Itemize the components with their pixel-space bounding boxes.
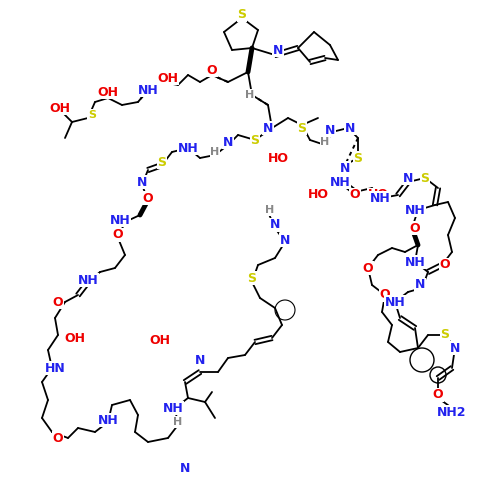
Text: NH: NH — [404, 204, 425, 216]
Text: NH: NH — [404, 256, 425, 268]
Text: NH: NH — [384, 296, 406, 308]
Text: N: N — [280, 234, 290, 246]
Text: S: S — [238, 8, 246, 22]
Text: HO: HO — [308, 188, 328, 202]
Text: O: O — [52, 432, 64, 444]
Text: NH: NH — [178, 142, 199, 154]
Text: NH: NH — [78, 274, 98, 286]
Text: OH: OH — [98, 86, 118, 98]
Text: HO: HO — [368, 188, 388, 202]
Text: OH: OH — [64, 332, 86, 344]
Text: S: S — [158, 156, 166, 168]
Text: S: S — [248, 272, 256, 284]
Text: O: O — [380, 288, 390, 302]
Text: NH: NH — [162, 402, 184, 414]
Text: N: N — [273, 44, 283, 57]
Text: NH2: NH2 — [437, 406, 467, 418]
Text: OH: OH — [150, 334, 171, 346]
Text: O: O — [440, 258, 450, 272]
Text: O: O — [410, 222, 420, 234]
Text: N: N — [180, 462, 190, 474]
Text: H: H — [320, 137, 330, 147]
Text: O: O — [362, 262, 374, 274]
Text: O: O — [112, 228, 124, 241]
Text: NH: NH — [138, 84, 158, 96]
Text: N: N — [325, 124, 335, 136]
Text: S: S — [250, 134, 260, 146]
Text: HO: HO — [268, 152, 288, 164]
Text: OH: OH — [50, 102, 70, 114]
Text: N: N — [340, 162, 350, 174]
Text: S: S — [88, 110, 96, 120]
Text: S: S — [298, 122, 306, 134]
Text: S: S — [354, 152, 362, 164]
Text: O: O — [350, 188, 360, 202]
Text: NH: NH — [370, 192, 390, 204]
Text: N: N — [223, 136, 233, 148]
Text: N: N — [415, 278, 425, 291]
Text: NH: NH — [330, 176, 350, 188]
Text: N: N — [137, 176, 147, 188]
Text: H: H — [174, 417, 182, 427]
Text: N: N — [403, 172, 413, 184]
Text: N: N — [270, 218, 280, 232]
Text: N: N — [345, 122, 355, 134]
Text: NH: NH — [98, 414, 118, 426]
Text: S: S — [440, 328, 450, 342]
Text: H: H — [210, 147, 220, 157]
Text: O: O — [206, 64, 218, 76]
Text: HN: HN — [44, 362, 66, 374]
Text: H: H — [246, 90, 254, 100]
Text: N: N — [263, 122, 273, 134]
Text: O: O — [142, 192, 154, 204]
Text: H: H — [266, 205, 274, 215]
Text: N: N — [195, 354, 205, 366]
Text: N: N — [450, 342, 460, 354]
Text: OH: OH — [158, 72, 178, 85]
Text: O: O — [432, 388, 444, 402]
Text: O: O — [52, 296, 64, 308]
Text: NH: NH — [110, 214, 130, 226]
Text: S: S — [420, 172, 430, 184]
